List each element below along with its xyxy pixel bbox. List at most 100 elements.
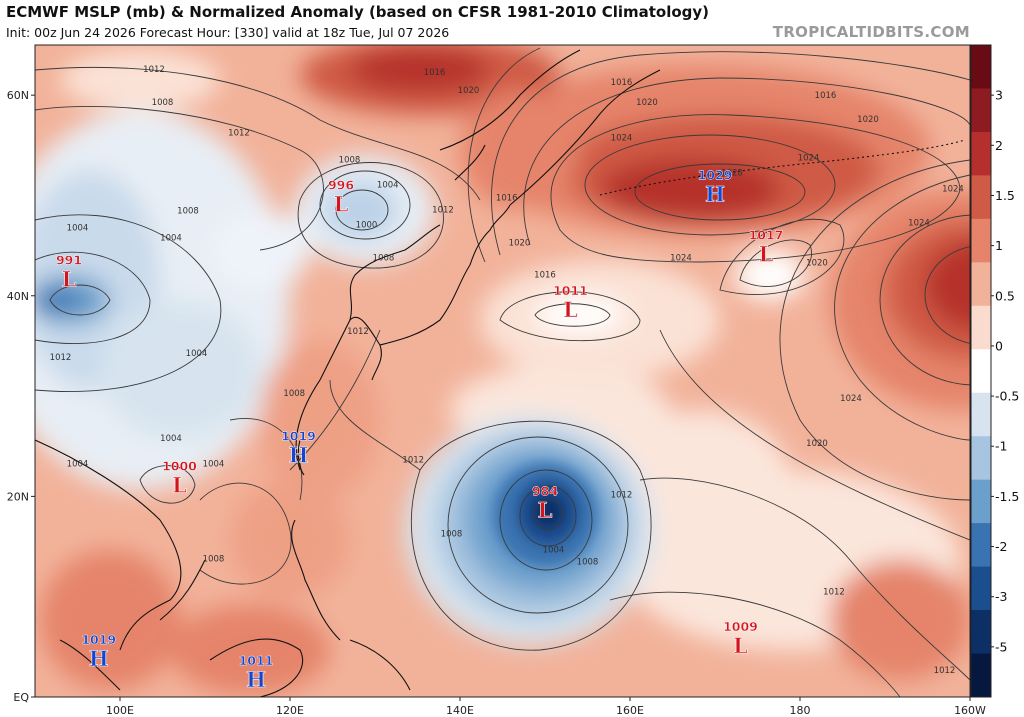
- colorbar-segment: [971, 610, 991, 655]
- isobar-label: 1024: [611, 133, 633, 143]
- lat-tick-label: 60N: [7, 89, 29, 102]
- center-type-symbol: L: [62, 267, 77, 292]
- anomaly-colorbar: 3 2 1.5 1 0.5 0 -0.5 -1 -1.5 -2 -3 -5: [970, 44, 1019, 698]
- lon-tick-label: 160W: [954, 704, 986, 717]
- center-type-symbol: L: [563, 297, 578, 322]
- isobar-label: 1024: [798, 153, 820, 163]
- center-type-symbol: L: [733, 633, 748, 658]
- isobar-label: 1012: [228, 128, 250, 138]
- center-type-symbol: H: [89, 646, 109, 671]
- colorbar-segment: [971, 479, 991, 524]
- isobar-label: 1008: [441, 530, 463, 540]
- isobar-label: 1024: [908, 219, 930, 229]
- isobar-label: 1020: [806, 439, 828, 449]
- center-type-symbol: L: [759, 242, 774, 267]
- colorbar-segment: [971, 262, 991, 307]
- center-type-symbol: L: [334, 191, 349, 216]
- colorbar-segment: [971, 392, 991, 437]
- isobar-label: 1012: [934, 666, 956, 676]
- center-pressure-value: 1029: [698, 167, 733, 182]
- isobar-label: 1020: [806, 259, 828, 269]
- lon-tick-label: 120E: [276, 704, 304, 717]
- isobar-label: 1020: [509, 239, 531, 249]
- colorbar-tick-label: -5: [995, 639, 1007, 654]
- colorbar-segment: [971, 436, 991, 481]
- isobar-label: 1008: [177, 207, 199, 217]
- colorbar-tick-label: -3: [995, 589, 1007, 604]
- site-watermark: TROPICALTIDBITS.COM: [772, 23, 970, 41]
- latitude-axis: 60N 40N 20N EQ: [7, 89, 35, 704]
- colorbar-tick-label: -0.5: [995, 389, 1019, 404]
- isobar-label: 1008: [283, 389, 305, 399]
- center-pressure-value: 1017: [749, 228, 784, 243]
- isobar-label: 1020: [458, 86, 480, 96]
- isobar-label: 1016: [424, 68, 446, 78]
- colorbar-segment: [971, 523, 991, 568]
- coastlines: [35, 49, 966, 697]
- isobar-label: 1004: [543, 546, 565, 556]
- isobar-label: 1008: [373, 254, 395, 264]
- isobar-label: 1012: [143, 65, 165, 75]
- colorbar-tick-label: 1.5: [995, 188, 1015, 203]
- center-pressure-value: 1019: [81, 632, 116, 647]
- isobar-label: 1004: [67, 459, 89, 469]
- colorbar-tick-label: -1.5: [995, 489, 1019, 504]
- isobar-label: 1016: [496, 193, 518, 203]
- colorbar-tick-label: 0.5: [995, 288, 1015, 303]
- anomaly-field: 1016 1016 1016 1020 1020 1020 1024 1024 1024 1024…: [35, 45, 970, 697]
- isobar-label: 1016: [815, 91, 837, 101]
- isobar-label: 1004: [160, 434, 182, 444]
- center-pressure-value: 991: [56, 253, 82, 268]
- center-pressure-value: 984: [532, 483, 558, 498]
- center-pressure-value: 1009: [723, 619, 758, 634]
- isobar-label: 1004: [203, 459, 225, 469]
- center-pressure-value: 1000: [162, 458, 197, 473]
- colorbar-segment: [971, 653, 991, 698]
- isobar-label: 1012: [50, 353, 72, 363]
- isobar-label: 1008: [152, 98, 174, 108]
- isobar-label: 1004: [377, 180, 399, 190]
- isobar-label: 1000: [356, 221, 378, 231]
- center-type-symbol: L: [538, 497, 553, 522]
- center-type-symbol: H: [246, 667, 266, 692]
- colorbar-frame: [970, 44, 992, 698]
- colorbar-segment: [971, 349, 991, 394]
- isobar-label: 1008: [203, 555, 225, 565]
- isobar-label: 1012: [823, 588, 845, 598]
- colorbar-segment: [971, 218, 991, 263]
- isobar-label: 1012: [611, 490, 633, 500]
- colorbar-tick-label: 1: [995, 238, 1003, 253]
- center-type-symbol: L: [172, 472, 187, 497]
- lon-tick-label: 140E: [446, 704, 474, 717]
- center-pressure-value: 1019: [281, 428, 316, 443]
- isobar-labels: 1016 1016 1016 1020 1020 1020 1024 1024 1024 1024…: [50, 65, 964, 676]
- isobar-label: 1024: [942, 184, 964, 194]
- colorbar-segment: [971, 45, 991, 89]
- isobar-label: 1024: [840, 394, 862, 404]
- isobar-label: 1004: [67, 224, 89, 234]
- colorbar-segment: [971, 88, 991, 133]
- isobar-label: 1020: [857, 115, 879, 125]
- colorbar-segment: [971, 175, 991, 220]
- center-type-symbol: H: [705, 181, 725, 206]
- lat-tick-label: 20N: [7, 490, 29, 503]
- center-pressure-value: 1011: [553, 283, 588, 298]
- isobar-label: 1004: [160, 234, 182, 244]
- isobar-label: 1012: [347, 327, 369, 337]
- isobars: [35, 47, 970, 697]
- center-pressure-value: 1011: [239, 653, 274, 668]
- center-type-symbol: H: [289, 442, 309, 467]
- center-pressure-value: 996: [328, 177, 354, 192]
